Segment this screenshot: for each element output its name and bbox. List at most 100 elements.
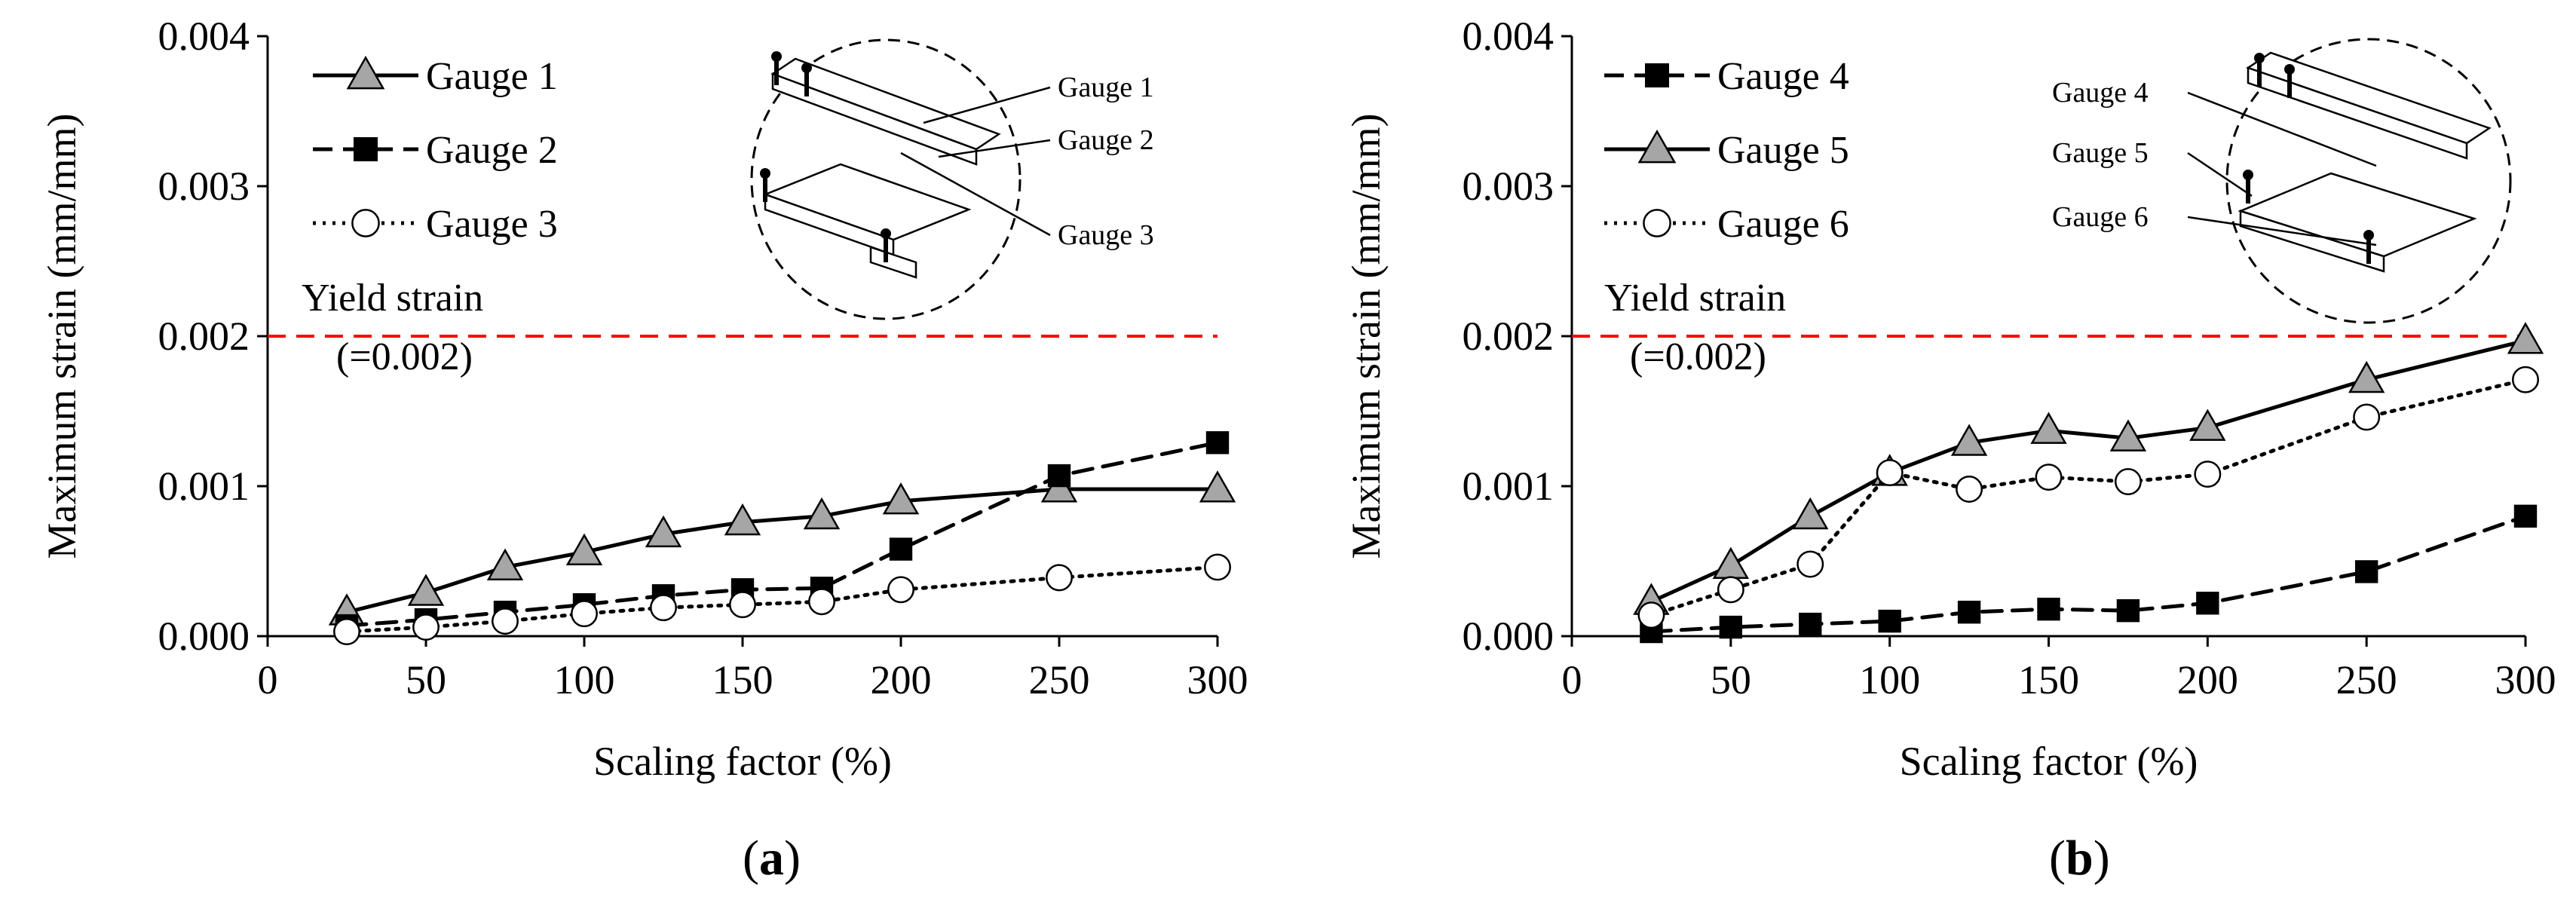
inset-pointer [2187,216,2377,246]
data-point [2189,409,2226,441]
data-point [2196,592,2219,615]
data-point [2348,360,2385,393]
legend-marker [1637,129,1677,164]
data-point [1799,612,1822,636]
x-tick-label: 150 [712,657,773,702]
data-point [412,614,440,641]
inset-gauge-label: Gauge 3 [1058,219,1154,251]
inset-gauge-label: Gauge 5 [2052,137,2149,169]
series-gauge-1 [328,470,1236,626]
data-point [2354,560,2378,583]
legend-label: Gauge 6 [1717,203,1849,246]
data-point [1205,431,1230,455]
chart-panel-a: 0.000 0.001 0.002 0.003 0.004 0 50 100 150 200 250… [39,14,1248,886]
inset-plate-side [2239,210,2385,273]
data-point [2353,403,2381,431]
data-point [1047,464,1071,488]
inset-bolt-head [801,63,812,73]
y-tick-label: 0.003 [1463,164,1554,209]
data-point [1204,553,1231,581]
data-point [2513,504,2538,528]
data-point [407,574,445,606]
y-tick-label: 0.000 [158,614,250,659]
x-tick-label: 0 [1562,657,1582,702]
series-line [345,440,1220,628]
series-line [1649,338,2528,604]
data-point [486,548,524,580]
inset-plate-top [762,163,972,241]
data-point [808,588,835,616]
series-line [345,487,1220,614]
data-point [2512,366,2539,393]
legend-label: Gauge 1 [426,55,558,98]
data-point [1637,601,1665,629]
series-gauge-4 [1640,504,2538,644]
series-line [345,565,1220,634]
data-point [1792,497,1829,530]
inset-bolt-head [771,51,782,62]
y-tick-label: 0.003 [158,164,250,209]
panel-label-letter: a [759,831,784,886]
data-point [1712,546,1750,579]
data-point [2194,461,2222,488]
panel-label-open: ( [743,831,759,886]
inset-bolt-head [760,168,770,179]
data-point [492,608,519,635]
x-tick-label: 100 [554,657,615,702]
inset-schematic: Gauge 1 Gauge 2 Gauge 3 [750,38,1154,320]
legend-marker [1645,63,1669,87]
legend-label: Gauge 5 [1717,129,1849,172]
data-point [2037,597,2060,621]
data-point [1957,600,1981,624]
data-point [1199,470,1236,503]
data-point [2030,412,2067,444]
inset-dashed-circle [2225,38,2512,324]
inset-pointer [900,152,1051,237]
inset-bolt-head [2254,53,2265,63]
inset-bolt-head [2243,170,2253,180]
y-axis-title: Maximum strain (mm/mm) [39,114,84,559]
data-point [1876,459,1904,487]
legend-label: Gauge 2 [426,129,558,172]
inset-bolt-head [881,228,891,239]
data-point [1717,576,1744,604]
yield-strain-value: (=0.002) [1630,335,1766,378]
data-point [2114,468,2142,496]
x-tick-label: 200 [2177,657,2238,702]
legend-marker [1643,209,1671,237]
data-point [1796,550,1824,578]
inset-schematic: Gauge 4 Gauge 5 Gauge 6 [2052,38,2512,324]
x-tick-label: 300 [1187,657,1248,702]
series-gauge-2 [335,431,1230,638]
data-point [724,503,761,536]
inset-gauge-label: Gauge 4 [2052,77,2149,109]
data-point [645,515,682,548]
x-tick-label: 250 [1029,657,1090,702]
x-tick-label: 200 [871,657,932,702]
data-point [1956,476,1983,503]
panel-label-letter: b [2066,831,2094,886]
y-tick-label: 0.001 [1463,464,1554,509]
data-point [571,600,598,628]
x-tick-label: 50 [406,657,446,702]
inset-pointer [938,139,1051,158]
panel-label: (b) [2049,831,2110,886]
inset-gauge-label: Gauge 1 [1058,72,1154,103]
data-point [2109,419,2147,451]
chart-panel-b: 0.000 0.001 0.002 0.003 0.004 0 50 100 150 200 250… [1343,14,2556,886]
y-tick-label: 0.002 [158,314,250,359]
series-gauge-5 [1633,322,2544,615]
x-axis-title: Scaling factor (%) [1900,739,2198,784]
data-point [1878,609,1901,633]
series-gauge-6 [1637,366,2539,629]
y-tick-label: 0.004 [1463,14,1554,59]
data-point [887,576,914,604]
data-point [333,618,360,646]
data-point [889,537,913,561]
data-point [565,533,603,566]
inset-beam-side [771,72,978,166]
panel-label: (a) [743,831,801,886]
inset-beam-side [2247,66,2468,160]
data-point [2507,322,2544,354]
legend-marker [346,55,385,90]
